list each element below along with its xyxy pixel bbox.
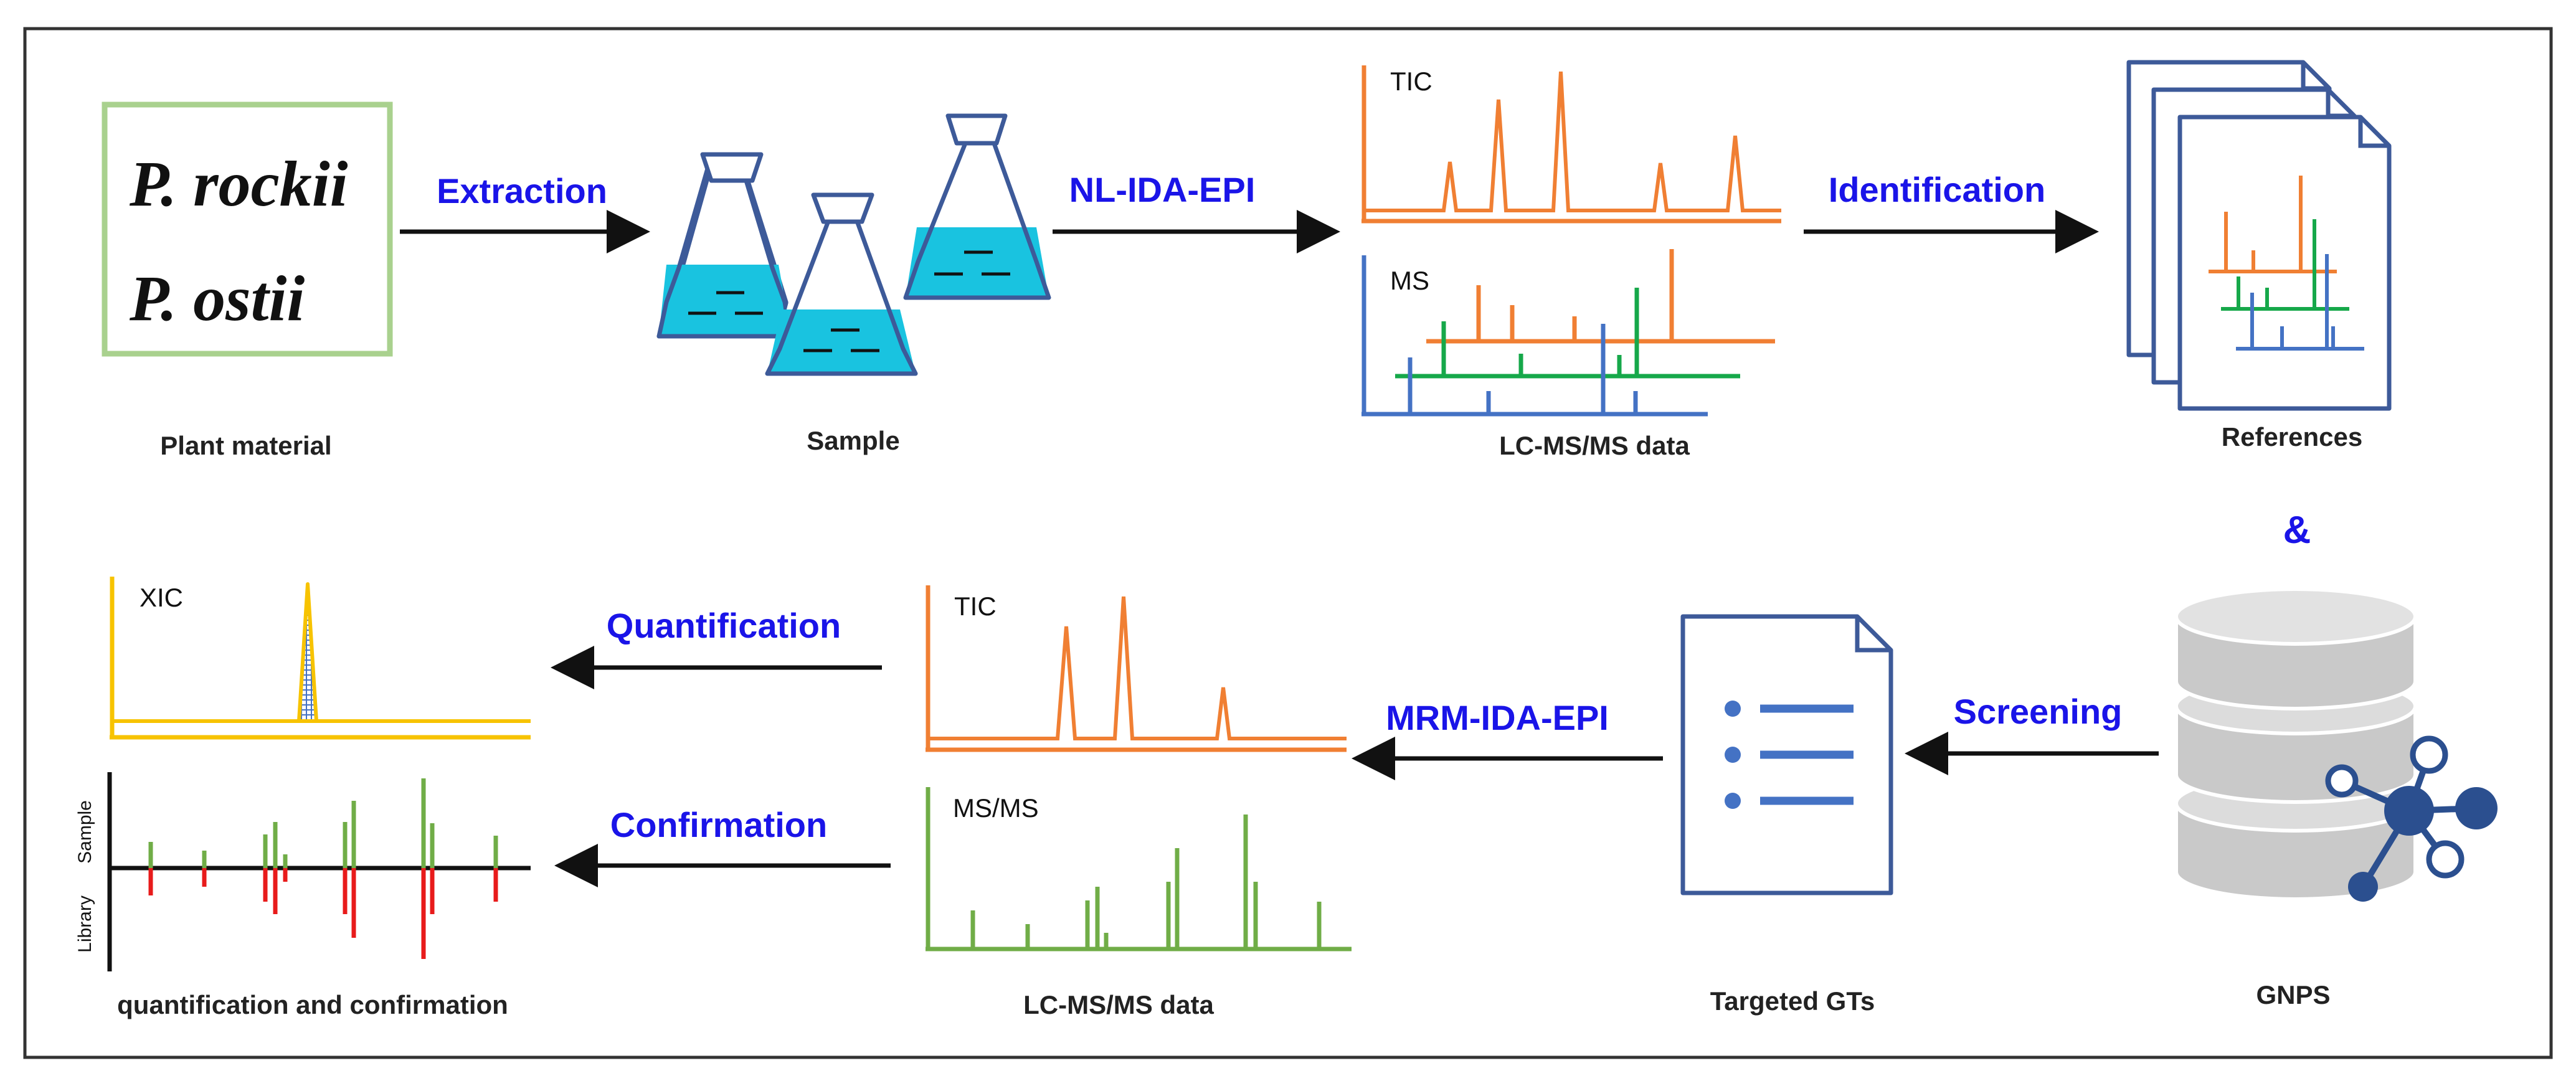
sample-axis-label: Sample (75, 800, 95, 864)
gnps-database-icon (2174, 587, 2417, 901)
top-tic-chart: TIC (1361, 65, 1781, 224)
network-icon (2325, 735, 2498, 902)
sample-flasks (656, 113, 1051, 376)
lcms-top-label: LC-MS/MS data (1499, 431, 1690, 460)
top-ms-chart: MS (1361, 249, 1775, 417)
step-mrm-ida-epi: MRM-IDA-EPI (1386, 698, 1609, 737)
step-confirmation: Confirmation (610, 805, 827, 844)
gnps-label: GNPS (2256, 980, 2330, 1009)
quant-confirm-label: quantification and confirmation (117, 990, 508, 1019)
mirror-plot: Sample Library (75, 772, 531, 971)
targeted-gts-label: Targeted GTs (1710, 986, 1875, 1016)
flask-middle (765, 192, 918, 376)
top-tic-trace (1364, 71, 1781, 212)
species-rockii: P. rockii (129, 148, 348, 220)
top-tic-label: TIC (1390, 67, 1432, 96)
xic-peak (297, 582, 318, 723)
plant-material-box: P. rockii P. ostii (102, 102, 393, 357)
targeted-gts-document (1680, 614, 1893, 895)
bottom-tic-chart: TIC (926, 585, 1347, 752)
step-nl-ida-epi: NL-IDA-EPI (1069, 170, 1256, 209)
references-documents (2126, 60, 2392, 411)
xic-label: XIC (140, 583, 183, 612)
step-extraction: Extraction (437, 171, 607, 210)
flask-right (903, 113, 1051, 300)
species-ostii: P. ostii (129, 263, 305, 334)
lcms-bottom-label: LC-MS/MS data (1023, 990, 1214, 1019)
references-label: References (2222, 422, 2362, 451)
library-axis-label: Library (75, 895, 95, 953)
step-screening: Screening (1954, 692, 2123, 731)
bottom-msms-label: MS/MS (953, 793, 1039, 823)
sample-label: Sample (807, 426, 899, 455)
xic-chart: XIC (110, 577, 531, 740)
bottom-msms-chart: MS/MS (926, 787, 1352, 951)
bottom-tic-trace (928, 596, 1347, 740)
ampersand: & (2283, 509, 2311, 552)
bottom-tic-label: TIC (954, 592, 997, 621)
step-identification: Identification (1829, 170, 2045, 209)
top-ms-label: MS (1390, 266, 1429, 295)
step-quantification: Quantification (607, 606, 841, 645)
plant-material-label: Plant material (160, 431, 331, 460)
